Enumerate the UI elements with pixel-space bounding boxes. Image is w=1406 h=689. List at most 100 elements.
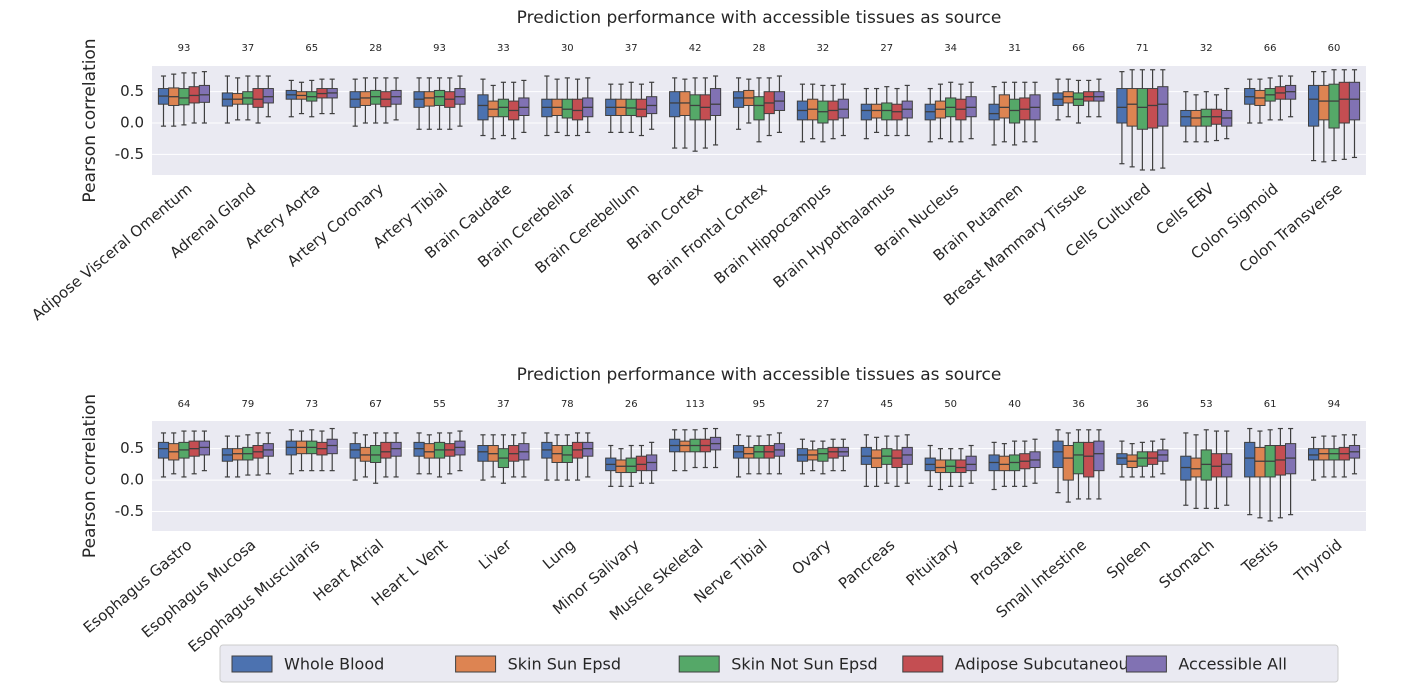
box	[1083, 79, 1095, 118]
box	[605, 444, 617, 487]
x-tick-label: Brain Frontal Cortex	[644, 180, 770, 290]
x-tick-label: Brain Cerebellum	[531, 180, 642, 277]
box	[796, 438, 809, 475]
count-label: 71	[1136, 43, 1149, 54]
box-body	[965, 455, 977, 472]
box-body	[1244, 441, 1256, 478]
count-label: 27	[880, 43, 893, 54]
box-body	[1116, 88, 1128, 124]
box	[699, 427, 711, 469]
count-label: 79	[241, 399, 254, 410]
count-label: 30	[561, 43, 574, 54]
box	[837, 438, 849, 472]
box	[444, 432, 456, 475]
count-label: 45	[880, 399, 893, 410]
count-label: 32	[1200, 43, 1213, 54]
box-body	[433, 89, 446, 106]
x-tick-label: Pituitary	[903, 536, 963, 590]
box	[1338, 69, 1350, 160]
box-body	[262, 88, 274, 104]
box	[1062, 432, 1074, 503]
box	[1126, 69, 1138, 168]
box	[817, 440, 829, 475]
box-body	[998, 94, 1010, 119]
box	[605, 83, 617, 134]
box-body	[827, 446, 839, 459]
box-body	[571, 98, 584, 121]
count-label: 78	[561, 399, 574, 410]
chart-title: Prediction performance with accessible t…	[517, 365, 1002, 385]
box	[1221, 87, 1233, 140]
box	[582, 432, 594, 478]
box-body	[1180, 109, 1192, 127]
box	[891, 435, 903, 487]
box	[423, 434, 435, 475]
x-tick-label: Spleen	[1103, 536, 1154, 583]
box-body	[561, 445, 573, 463]
box-body	[1307, 84, 1320, 127]
box	[1284, 427, 1297, 516]
box-body	[1136, 451, 1148, 467]
box-body	[753, 96, 765, 121]
box-body	[1116, 453, 1128, 465]
box	[965, 444, 977, 484]
box-body	[370, 445, 382, 463]
count-label: 40	[1008, 399, 1021, 410]
box-body	[689, 94, 701, 121]
count-label: 60	[1328, 43, 1341, 54]
box	[817, 84, 829, 143]
box	[1029, 438, 1041, 484]
box-body	[625, 457, 637, 474]
box	[998, 81, 1010, 143]
count-label: 28	[753, 43, 766, 54]
box-body	[998, 455, 1010, 472]
box	[1348, 69, 1361, 159]
box	[262, 432, 274, 475]
box	[699, 77, 711, 149]
box	[773, 75, 786, 134]
box	[359, 434, 372, 478]
box	[1052, 429, 1064, 494]
box-body	[1318, 84, 1330, 121]
box-body	[679, 440, 691, 453]
count-label: 113	[686, 399, 705, 410]
box-body	[423, 443, 435, 459]
box	[1338, 434, 1350, 478]
box	[901, 434, 913, 484]
box	[178, 72, 190, 126]
box-body	[635, 455, 648, 472]
box-body	[477, 94, 489, 121]
box-body	[934, 459, 947, 474]
box	[1284, 75, 1297, 118]
legend-frame	[219, 644, 1339, 683]
box	[1093, 429, 1105, 500]
box	[1328, 69, 1340, 162]
box-body	[817, 448, 829, 462]
count-label: 55	[433, 399, 446, 410]
box-body	[635, 98, 648, 118]
box-body	[477, 445, 489, 462]
legend-label: Whole Blood	[284, 655, 384, 674]
legend-swatch	[1125, 655, 1167, 673]
box	[1116, 440, 1128, 478]
box-body	[349, 443, 361, 459]
box-body	[988, 103, 1000, 121]
box	[860, 87, 872, 140]
box	[518, 432, 530, 478]
count-label: 36	[1136, 399, 1149, 410]
box	[508, 434, 520, 478]
box	[582, 77, 594, 134]
count-label: 66	[1072, 43, 1085, 54]
box	[508, 81, 520, 140]
box	[390, 77, 402, 121]
box	[753, 435, 765, 475]
box	[551, 434, 563, 481]
box-body	[1338, 81, 1350, 124]
y-tick-label: 0.5	[120, 82, 144, 100]
x-tick-label: Lung	[539, 536, 579, 573]
box	[635, 444, 648, 484]
box-body	[1200, 108, 1212, 127]
x-tick-label: Pancreas	[835, 536, 898, 593]
box-body	[1221, 453, 1233, 478]
box-body	[1083, 441, 1095, 478]
